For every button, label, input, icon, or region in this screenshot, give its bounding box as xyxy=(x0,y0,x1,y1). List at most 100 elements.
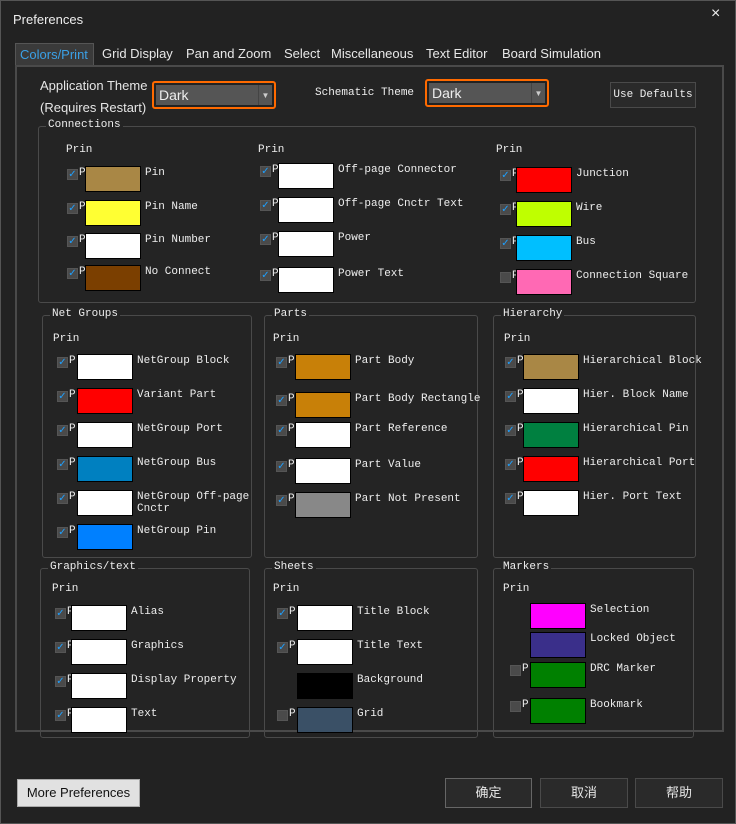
color-swatch[interactable] xyxy=(516,167,572,193)
color-swatch[interactable] xyxy=(278,163,334,189)
tab-pan-and-zoom[interactable]: Pan and Zoom xyxy=(186,46,272,61)
cancel-button[interactable]: 取消 xyxy=(540,778,628,808)
more-preferences-button[interactable]: More Preferences xyxy=(17,779,140,807)
tab-grid-display[interactable]: Grid Display xyxy=(102,46,173,61)
help-button[interactable]: 帮助 xyxy=(635,778,723,808)
print-checkbox[interactable] xyxy=(510,665,521,676)
print-checkbox[interactable]: ✓ xyxy=(260,200,271,211)
print-checkbox[interactable]: ✓ xyxy=(500,170,511,181)
print-checkbox-label: Print xyxy=(517,457,525,469)
color-swatch[interactable] xyxy=(295,392,351,418)
color-swatch[interactable] xyxy=(71,673,127,699)
color-swatch[interactable] xyxy=(516,201,572,227)
tab-miscellaneous[interactable]: Miscellaneous xyxy=(331,46,414,61)
color-swatch[interactable] xyxy=(523,456,579,482)
print-checkbox[interactable]: ✓ xyxy=(505,391,516,402)
print-checkbox[interactable]: ✓ xyxy=(505,357,516,368)
color-swatch[interactable] xyxy=(77,354,133,380)
color-swatch[interactable] xyxy=(85,200,141,226)
print-checkbox[interactable]: ✓ xyxy=(55,710,66,721)
color-swatch[interactable] xyxy=(85,233,141,259)
print-checkbox[interactable]: ✓ xyxy=(276,495,287,506)
print-checkbox[interactable]: ✓ xyxy=(505,493,516,504)
color-swatch[interactable] xyxy=(77,524,133,550)
color-swatch[interactable] xyxy=(85,265,141,291)
print-checkbox[interactable]: ✓ xyxy=(260,270,271,281)
color-swatch[interactable] xyxy=(77,490,133,516)
print-checkbox[interactable]: ✓ xyxy=(67,236,78,247)
print-checkbox[interactable]: ✓ xyxy=(57,391,68,402)
print-checkbox[interactable]: ✓ xyxy=(57,493,68,504)
print-checkbox[interactable]: ✓ xyxy=(260,234,271,245)
color-swatch[interactable] xyxy=(297,639,353,665)
color-swatch[interactable] xyxy=(77,422,133,448)
tab-select[interactable]: Select xyxy=(284,46,321,61)
color-swatch[interactable] xyxy=(295,492,351,518)
color-swatch[interactable] xyxy=(77,388,133,414)
color-swatch[interactable] xyxy=(530,698,586,724)
tab-colors-print[interactable]: Colors/Print xyxy=(15,43,94,65)
color-swatch[interactable] xyxy=(523,422,579,448)
color-swatch[interactable] xyxy=(295,458,351,484)
color-swatch[interactable] xyxy=(530,632,586,658)
color-swatch[interactable] xyxy=(523,354,579,380)
color-swatch[interactable] xyxy=(71,639,127,665)
print-checkbox[interactable]: ✓ xyxy=(260,166,271,177)
print-checkbox[interactable]: ✓ xyxy=(276,395,287,406)
print-checkbox[interactable]: ✓ xyxy=(276,425,287,436)
color-swatch[interactable] xyxy=(295,354,351,380)
print-checkbox[interactable]: ✓ xyxy=(277,642,288,653)
app-theme-value: Dark xyxy=(159,87,189,103)
print-checkbox[interactable]: ✓ xyxy=(67,268,78,279)
print-checkbox[interactable]: ✓ xyxy=(276,357,287,368)
color-swatch[interactable] xyxy=(530,603,586,629)
color-swatch[interactable] xyxy=(297,707,353,733)
color-item-label: Background xyxy=(357,674,424,686)
color-swatch[interactable] xyxy=(77,456,133,482)
print-checkbox[interactable]: ✓ xyxy=(500,204,511,215)
print-checkbox[interactable]: ✓ xyxy=(276,461,287,472)
color-item-label: Text xyxy=(131,708,158,720)
color-swatch[interactable] xyxy=(523,388,579,414)
color-swatch[interactable] xyxy=(278,267,334,293)
close-icon[interactable]: × xyxy=(711,5,721,22)
color-swatch[interactable] xyxy=(297,673,353,699)
color-item-label: Wire xyxy=(576,202,603,214)
use-defaults-button[interactable]: Use Defaults xyxy=(610,82,696,108)
print-checkbox[interactable]: ✓ xyxy=(55,676,66,687)
print-checkbox[interactable]: ✓ xyxy=(505,459,516,470)
print-checkbox[interactable]: ✓ xyxy=(67,203,78,214)
print-checkbox[interactable]: ✓ xyxy=(505,425,516,436)
group-net-groups: Net Groups xyxy=(42,308,252,558)
color-swatch[interactable] xyxy=(530,662,586,688)
color-swatch[interactable] xyxy=(278,197,334,223)
color-swatch[interactable] xyxy=(71,605,127,631)
color-swatch[interactable] xyxy=(297,605,353,631)
print-checkbox[interactable]: ✓ xyxy=(55,608,66,619)
color-swatch[interactable] xyxy=(85,166,141,192)
color-swatch[interactable] xyxy=(516,235,572,261)
print-checkbox[interactable]: ✓ xyxy=(57,527,68,538)
color-swatch[interactable] xyxy=(523,490,579,516)
tab-text-editor[interactable]: Text Editor xyxy=(426,46,488,61)
color-swatch[interactable] xyxy=(516,269,572,295)
group-title: Sheets xyxy=(272,561,316,573)
print-checkbox[interactable]: ✓ xyxy=(277,608,288,619)
print-checkbox[interactable] xyxy=(510,701,521,712)
print-checkbox[interactable]: ✓ xyxy=(57,357,68,368)
print-checkbox[interactable] xyxy=(277,710,288,721)
ok-button[interactable]: 确定 xyxy=(445,778,532,808)
color-swatch[interactable] xyxy=(71,707,127,733)
print-checkbox[interactable]: ✓ xyxy=(500,238,511,249)
schematic-theme-dropdown[interactable]: Dark ▼ xyxy=(425,79,549,107)
print-checkbox[interactable]: ✓ xyxy=(55,642,66,653)
print-checkbox[interactable]: ✓ xyxy=(57,459,68,470)
color-swatch[interactable] xyxy=(295,422,351,448)
color-swatch[interactable] xyxy=(278,231,334,257)
print-checkbox[interactable]: ✓ xyxy=(57,425,68,436)
color-item-label: Title Block xyxy=(357,606,430,618)
print-checkbox[interactable]: ✓ xyxy=(67,169,78,180)
tab-board-simulation[interactable]: Board Simulation xyxy=(502,46,601,61)
print-checkbox[interactable] xyxy=(500,272,511,283)
app-theme-dropdown[interactable]: Dark ▼ xyxy=(152,81,276,109)
